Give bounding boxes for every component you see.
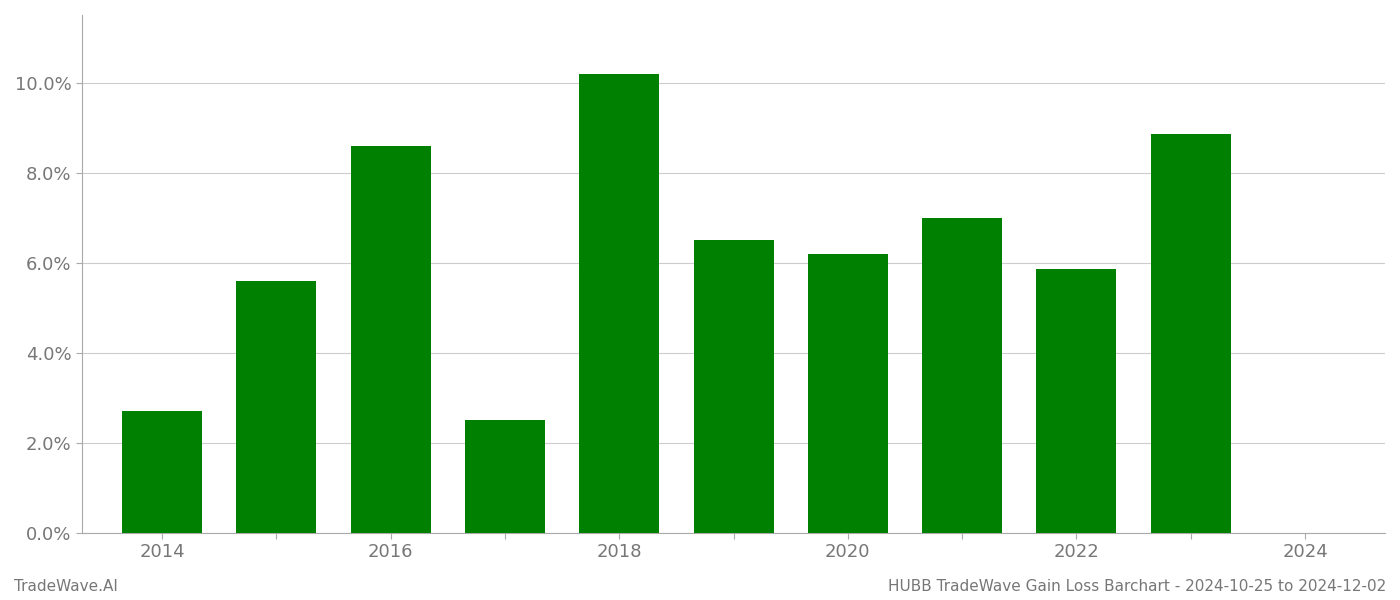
Bar bbox=[1151, 134, 1231, 533]
Bar bbox=[351, 146, 431, 533]
Text: HUBB TradeWave Gain Loss Barchart - 2024-10-25 to 2024-12-02: HUBB TradeWave Gain Loss Barchart - 2024… bbox=[888, 579, 1386, 594]
Bar bbox=[580, 74, 659, 533]
Text: TradeWave.AI: TradeWave.AI bbox=[14, 579, 118, 594]
Bar bbox=[1036, 269, 1116, 533]
Bar bbox=[122, 411, 202, 533]
Bar bbox=[923, 218, 1002, 533]
Bar bbox=[465, 420, 545, 533]
Bar bbox=[808, 254, 888, 533]
Bar bbox=[693, 240, 774, 533]
Bar bbox=[237, 281, 316, 533]
